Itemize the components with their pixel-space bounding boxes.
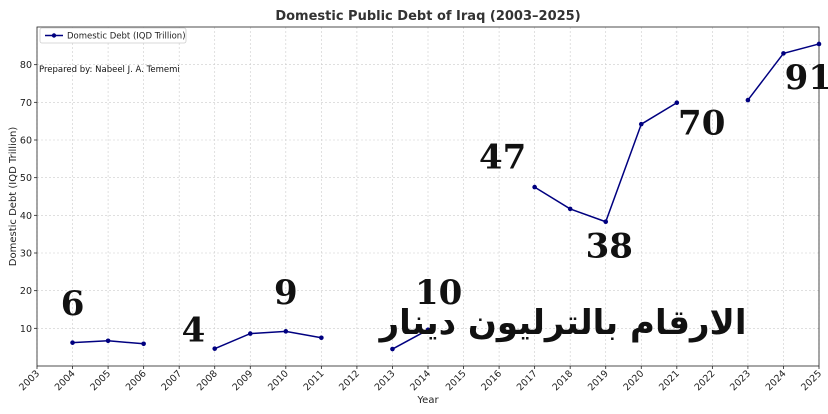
y-tick-label: 20: [20, 286, 32, 297]
legend-entry: Domestic Debt (IQD Trillion): [67, 32, 186, 42]
series-line-segment: [392, 329, 429, 350]
x-tick-label: 2024: [764, 368, 789, 393]
data-point: [247, 331, 253, 336]
data-point: [70, 340, 75, 345]
prepared-by-note: Prepared by: Nabeel J. A. Tememi: [39, 65, 180, 75]
x-tick-label: 2017: [515, 368, 540, 393]
data-point: [532, 184, 537, 190]
data-point: [638, 121, 644, 127]
x-tick-label: 2012: [337, 368, 362, 393]
x-tick-label: 2020: [622, 368, 647, 393]
y-tick-label: 10: [20, 324, 32, 335]
grid: [36, 27, 820, 366]
value-annotation: 4: [182, 311, 206, 351]
y-tick-label: 60: [20, 136, 32, 147]
x-axis-label: Year: [416, 395, 439, 406]
data-point: [425, 327, 431, 333]
arabic-units-note: الارقام بالترليون دينار: [378, 303, 747, 343]
y-tick-label: 80: [20, 60, 32, 71]
y-tick-label: 40: [20, 211, 32, 222]
value-annotations: 6 4 9 10 47 38 70 91: [61, 58, 828, 350]
y-tick-label: 70: [20, 98, 32, 109]
y-axis-ticks: 10 20 30 40 50 60 70 80: [20, 60, 37, 335]
x-tick-label: 2016: [479, 368, 504, 393]
x-tick-label: 2019: [586, 368, 611, 393]
x-tick-label: 2006: [124, 368, 149, 393]
x-tick-label: 2021: [657, 368, 682, 393]
y-tick-label: 30: [20, 249, 32, 260]
x-tick-label: 2015: [444, 368, 469, 393]
value-annotation: 9: [274, 273, 298, 313]
data-point: [390, 346, 395, 352]
data-point: [283, 329, 289, 334]
value-annotation: 47: [479, 137, 526, 177]
x-tick-label: 2009: [231, 368, 256, 393]
x-tick-label: 2011: [302, 368, 327, 393]
chart-title: Domestic Public Debt of Iraq (2003–2025): [275, 9, 580, 24]
x-tick-label: 2007: [159, 368, 184, 393]
series-domestic-debt: [70, 41, 822, 352]
x-tick-label: 2025: [799, 368, 824, 393]
x-tick-label: 2008: [195, 368, 220, 393]
data-point: [567, 206, 573, 212]
data-point: [781, 51, 786, 56]
y-axis-label: Domestic Debt (IQD Trillion): [8, 127, 19, 267]
data-point: [816, 41, 822, 47]
data-point: [674, 100, 680, 106]
value-annotation: 10: [415, 273, 462, 313]
x-tick-label: 2004: [53, 368, 78, 393]
data-point: [319, 335, 324, 341]
value-annotation: 70: [678, 103, 725, 143]
value-annotation: 38: [586, 227, 633, 267]
value-annotation: 91: [785, 58, 828, 98]
legend-marker-swatch: [51, 33, 57, 38]
series-line-segment: [214, 330, 322, 350]
data-point: [105, 338, 111, 344]
data-point: [141, 341, 146, 347]
data-point: [745, 97, 751, 103]
x-tick-label: 2005: [88, 368, 113, 393]
x-tick-label: 2010: [266, 368, 291, 393]
y-tick-label: 50: [20, 173, 32, 184]
x-tick-label: 2003: [17, 368, 42, 393]
data-point: [212, 346, 218, 351]
x-axis-ticks: 2003 2004 2005 2006 2007 2008 2009 2010 2011 2012…: [17, 366, 824, 393]
legend-box: [39, 27, 187, 44]
legend: Domestic Debt (IQD Trillion): [39, 27, 187, 44]
x-tick-label: 2014: [408, 368, 433, 393]
x-tick-label: 2023: [728, 368, 753, 393]
x-tick-label: 2018: [550, 368, 575, 393]
x-tick-label: 2022: [693, 368, 718, 393]
data-point: [603, 219, 609, 225]
value-annotation: 6: [61, 284, 85, 324]
x-tick-label: 2013: [373, 368, 398, 393]
